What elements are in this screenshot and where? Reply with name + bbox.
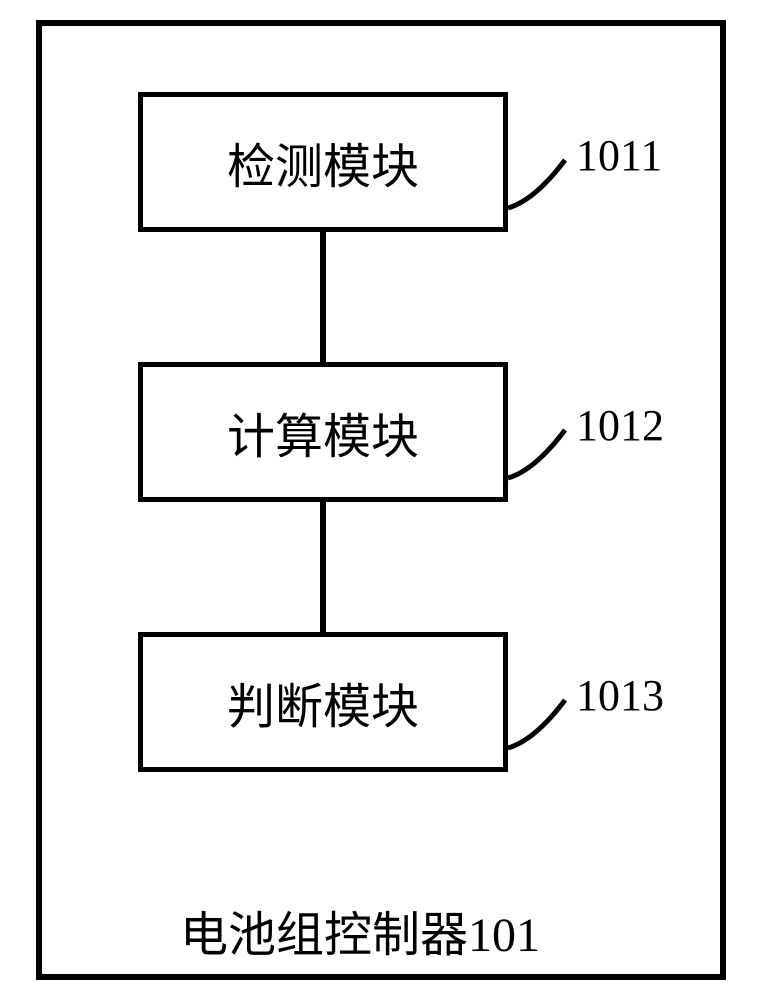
- diagram-canvas: 检测模块 1011 计算模块 1012 判断模块 1013 电池组控制器101: [0, 0, 757, 1000]
- diagram-caption: 电池组控制器101: [180, 895, 540, 965]
- annotation-1013: 1013: [576, 670, 664, 721]
- leader-1013: [0, 0, 757, 1000]
